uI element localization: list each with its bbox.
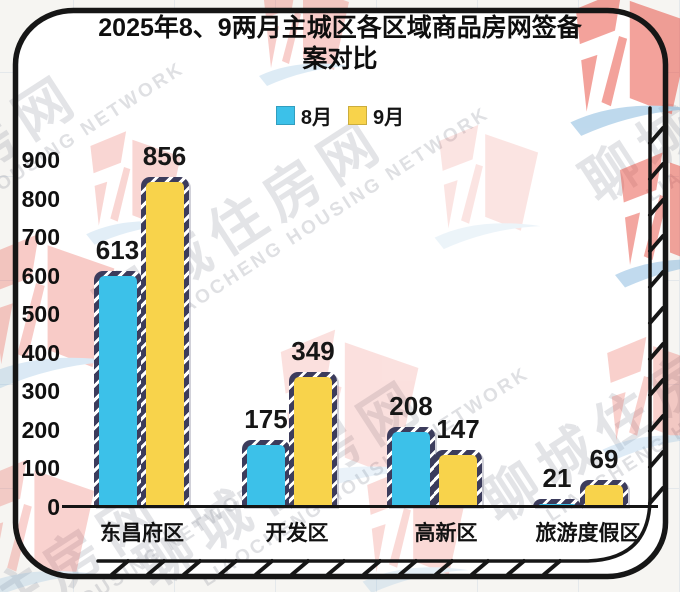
x-category-label: 东昌府区 bbox=[100, 522, 184, 545]
y-tick-label: 400 bbox=[21, 339, 60, 366]
y-tick-label: 300 bbox=[21, 378, 60, 405]
legend-swatch bbox=[348, 106, 367, 125]
bar-fill bbox=[247, 445, 285, 507]
bar-fill bbox=[145, 182, 184, 507]
bar-value-label: 147 bbox=[436, 414, 480, 444]
y-tick-label: 500 bbox=[21, 301, 60, 328]
y-tick-label: 600 bbox=[21, 262, 60, 289]
y-tick-label: 700 bbox=[21, 224, 60, 251]
bar bbox=[242, 440, 290, 507]
legend-label: 9月 bbox=[373, 107, 405, 129]
chart-title: 2025年8、9两月主城区各区域商品房网签备案对比 bbox=[98, 14, 582, 73]
bar bbox=[140, 177, 189, 507]
bar bbox=[434, 450, 482, 507]
bar-value-label: 349 bbox=[291, 336, 335, 366]
bar bbox=[580, 480, 628, 507]
legend-item: 8月 bbox=[275, 101, 332, 130]
y-tick-label: 800 bbox=[21, 185, 60, 212]
bar-value-label: 69 bbox=[589, 444, 619, 474]
y-tick-label: 0 bbox=[47, 494, 60, 520]
y-tick-label: 100 bbox=[21, 455, 60, 482]
x-category-label: 开发区 bbox=[265, 522, 329, 545]
legend-swatch bbox=[275, 106, 295, 125]
bar-fill bbox=[585, 485, 623, 507]
bar-value-label: 856 bbox=[142, 141, 187, 171]
y-tick-label: 200 bbox=[21, 416, 60, 443]
bar-fill bbox=[98, 276, 137, 507]
chart-legend: 8月 9月 bbox=[0, 101, 680, 130]
bar bbox=[93, 271, 142, 507]
x-category-label: 高新区 bbox=[414, 522, 478, 545]
legend-label: 8月 bbox=[300, 107, 332, 129]
bar-fill bbox=[439, 455, 477, 507]
bar bbox=[289, 372, 337, 507]
legend-item: 9月 bbox=[348, 101, 404, 130]
x-axis-line bbox=[62, 505, 658, 508]
x-category-label: 旅游度假区 bbox=[535, 522, 641, 545]
y-tick-label: 900 bbox=[21, 147, 60, 173]
bar-fill bbox=[294, 377, 332, 507]
